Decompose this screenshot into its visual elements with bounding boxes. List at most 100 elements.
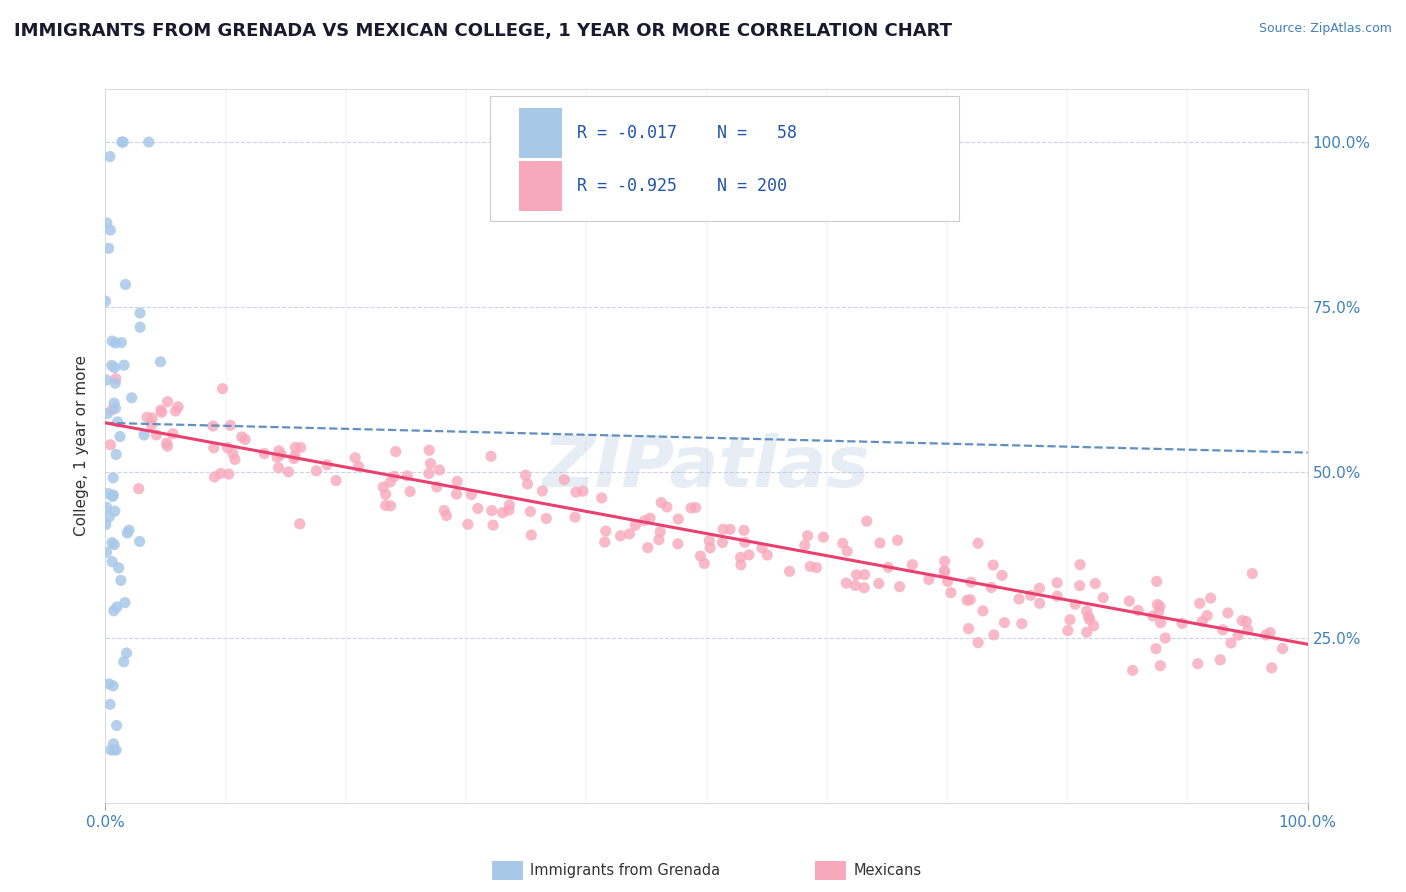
Point [217,441,239,455]
Point [344,450,367,465]
Text: Immigrants from Grenada: Immigrants from Grenada [530,863,720,878]
Point [101,471,124,485]
Point [1209,653,1232,667]
Point [284,441,307,455]
Point [1220,636,1243,650]
Point [96,407,118,421]
Point [1154,631,1177,645]
Point [793,538,815,552]
Point [288,516,311,531]
Point [650,495,672,509]
Bar [519,109,562,159]
Point [201,419,224,434]
Point [132,428,155,442]
Point [519,505,541,519]
Point [378,475,401,489]
Point [624,518,647,533]
Point [572,484,595,499]
FancyBboxPatch shape [491,96,959,221]
Point [718,522,741,536]
Point [991,568,1014,582]
Point [730,550,752,565]
Point [853,581,876,595]
Point [498,498,520,512]
Point [104,376,127,391]
Point [112,358,135,372]
Point [418,467,440,481]
Point [149,403,172,417]
Point [316,458,339,472]
Point [1171,616,1194,631]
Point [1077,610,1099,624]
Point [374,499,396,513]
Point [813,530,835,544]
Point [156,394,179,409]
Point [446,487,468,501]
Point [972,604,994,618]
Point [97,241,120,255]
Point [1084,576,1107,591]
Point [837,544,859,558]
Point [426,480,449,494]
Point [433,503,456,517]
Point [110,335,132,350]
Point [699,541,721,555]
Point [1146,574,1168,589]
Point [1069,558,1091,572]
Point [114,596,136,610]
Point [1056,624,1078,638]
Point [96,545,118,559]
Point [956,593,979,607]
Point [711,522,734,536]
Point [150,405,173,419]
Point [467,501,489,516]
Point [498,503,520,517]
Point [284,449,307,463]
Point [1241,566,1264,581]
Point [835,576,858,591]
Point [751,541,773,555]
Point [531,483,554,498]
Point [934,565,956,579]
Point [96,216,118,230]
Point [100,743,122,757]
Point [655,500,678,514]
Point [491,506,513,520]
Point [1199,591,1222,606]
Point [290,441,312,455]
Point [103,737,125,751]
Point [219,418,242,433]
Point [650,524,672,539]
Point [482,518,505,533]
Point [110,574,132,588]
Point [253,447,276,461]
Point [637,541,659,555]
Point [267,460,290,475]
Point [104,504,127,518]
Point [305,464,328,478]
Point [97,677,120,691]
Point [479,449,502,463]
Point [939,585,962,599]
Point [553,473,575,487]
Point [105,447,128,461]
Point [1197,608,1219,623]
Point [981,558,1004,572]
Point [666,537,689,551]
Point [886,533,908,548]
Point [638,511,661,525]
Point [520,528,543,542]
Point [101,402,124,417]
Point [101,490,124,504]
Point [224,452,246,467]
Point [267,443,290,458]
Point [103,396,125,410]
Y-axis label: College, 1 year or more: College, 1 year or more [75,356,90,536]
Point [373,480,395,494]
Point [1126,603,1149,617]
Point [112,655,135,669]
Point [681,500,703,515]
Point [98,698,121,712]
Point [380,499,402,513]
Point [1149,599,1171,614]
